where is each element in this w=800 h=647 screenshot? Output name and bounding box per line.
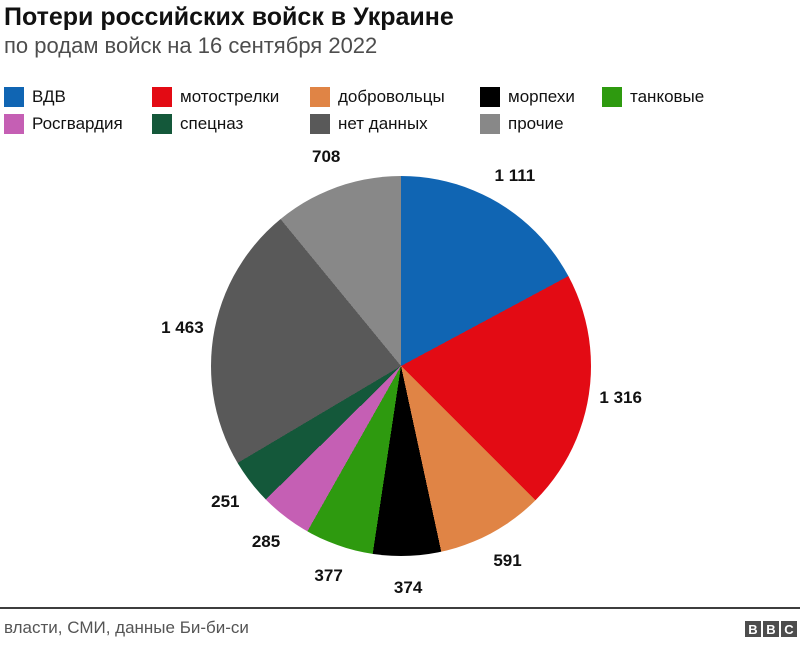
legend-item: нет данных xyxy=(310,114,480,134)
slice-value-label: 1 316 xyxy=(599,388,642,408)
slice-value-label: 374 xyxy=(393,577,423,597)
slice-value-label: 591 xyxy=(493,550,522,570)
legend-item: Росгвардия xyxy=(4,114,152,134)
slice-value-label: 285 xyxy=(251,532,281,552)
slice-value-label: 1 111 xyxy=(494,165,536,185)
legend-label: нет данных xyxy=(338,114,428,133)
legend-swatch xyxy=(4,114,24,134)
source-text: власти, СМИ, данные Би-би-си xyxy=(4,618,249,637)
slice-value-label: 1 463 xyxy=(161,317,204,337)
slice-value-label: 251 xyxy=(211,491,240,511)
legend-item: морпехи xyxy=(480,87,602,107)
legend-item: танковые xyxy=(602,87,800,107)
legend-swatch xyxy=(480,114,500,134)
legend-swatch xyxy=(310,87,330,107)
bbc-logo-block: B xyxy=(745,621,761,637)
pie-chart xyxy=(211,176,591,556)
legend-label: ВДВ xyxy=(32,87,66,106)
legend-label: спецназ xyxy=(180,114,244,133)
legend-swatch xyxy=(602,87,622,107)
legend-label: прочие xyxy=(508,114,564,133)
legend-label: морпехи xyxy=(508,87,575,106)
footer-divider xyxy=(0,607,800,609)
legend-item: ВДВ xyxy=(4,87,152,107)
legend-item: мотострелки xyxy=(152,87,310,107)
bbc-logo-block: C xyxy=(781,621,797,637)
legend-label: танковые xyxy=(630,87,705,106)
legend-swatch xyxy=(310,114,330,134)
legend-label: мотострелки xyxy=(180,87,280,106)
legend-item: спецназ xyxy=(152,114,310,134)
legend-swatch xyxy=(152,114,172,134)
legend-item: добровольцы xyxy=(310,87,480,107)
legend-item: прочие xyxy=(480,114,602,134)
legend: ВДВ мотострелки добровольцы морпехи танковые… xyxy=(4,87,800,134)
legend-swatch xyxy=(4,87,24,107)
chart-subtitle: по родам войск на 16 сентября 2022 xyxy=(4,33,378,58)
legend-swatch xyxy=(152,87,172,107)
legend-swatch xyxy=(480,87,500,107)
legend-label: Росгвардия xyxy=(32,114,123,133)
slice-value-label: 708 xyxy=(312,147,341,166)
slice-value-label: 377 xyxy=(314,565,343,585)
chart-title: Потери российских войск в Украине xyxy=(4,3,454,31)
legend-label: добровольцы xyxy=(338,87,445,106)
bbc-logo-block: B xyxy=(763,621,779,637)
